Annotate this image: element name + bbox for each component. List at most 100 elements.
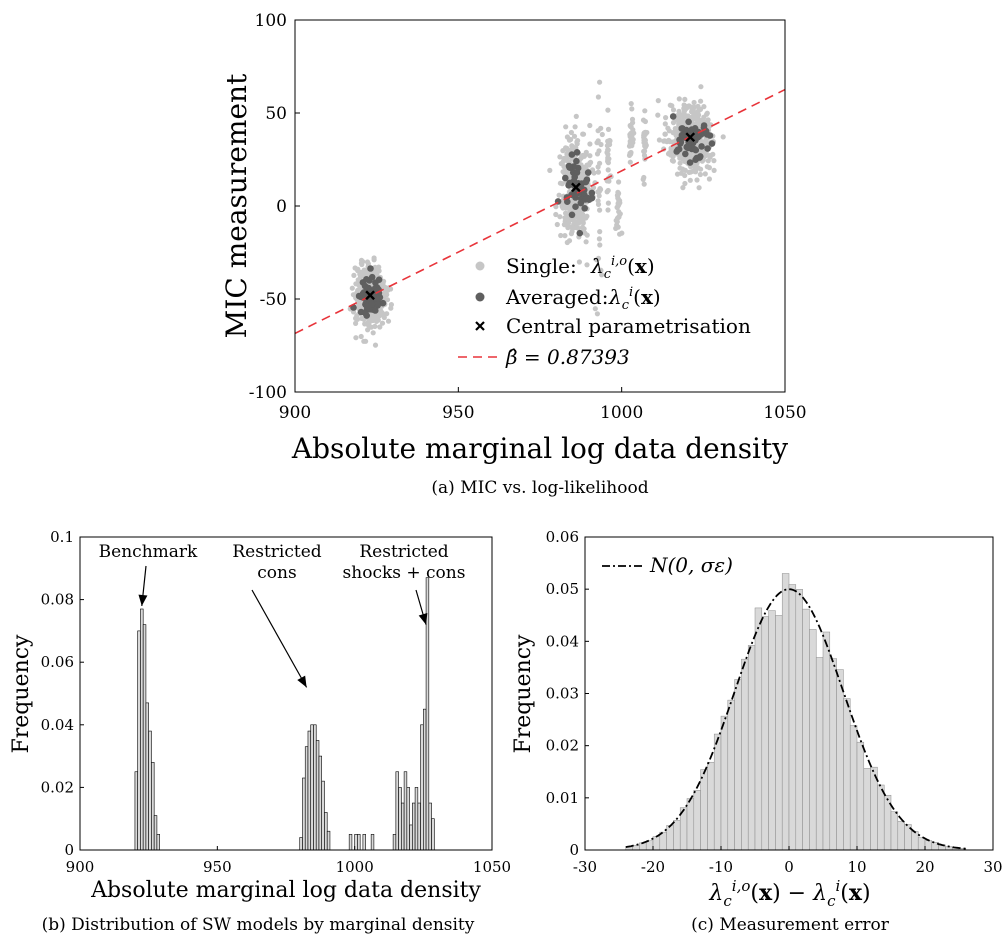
x-tick-label: 950 [442,403,474,423]
single-point [381,314,387,321]
averaged-point [573,157,580,165]
single-point [587,153,593,159]
annotation-text: shocks + cons [343,563,466,583]
single-point [596,193,602,199]
y-tick-label: 50 [265,104,287,124]
histogram-bar [395,771,399,851]
single-point [361,338,367,344]
histogram-bar [406,787,410,851]
y-tick-label: -100 [249,383,287,403]
histogram-bar [431,818,435,851]
single-point [597,207,603,213]
single-point [597,229,603,235]
single-point [584,232,590,238]
histogram-bar [673,820,681,851]
single-point [353,320,359,326]
single-point [607,138,613,144]
single-point [595,94,602,100]
single-point [359,315,365,321]
single-point [689,107,695,113]
single-point [596,148,602,154]
single-point [606,156,612,162]
histogram-bar [734,679,742,851]
single-point [711,167,717,173]
single-point [371,255,377,261]
single-point [371,313,377,319]
single-point [564,146,570,152]
single-point [605,167,611,173]
single-point [690,115,696,121]
histogram-bar [401,802,405,851]
averaged-point [584,169,592,176]
histogram-bar [134,771,138,851]
histogram-bar [754,607,763,851]
caption-c: (c) Measurement error [691,915,890,935]
legend-math-averaged: λci(x) [608,285,661,313]
histogram-bar [428,802,432,851]
single-point [642,108,648,114]
averaged-point [677,138,685,146]
single-point [557,214,563,220]
annotation-arrowhead [138,594,148,606]
single-point [559,204,565,210]
single-point [698,166,704,172]
single-point [676,96,682,102]
histogram-bar [417,802,421,851]
single-point [581,226,587,232]
single-point [573,113,579,119]
histogram-bar [142,624,147,851]
single-point [377,324,383,330]
averaged-point [562,174,569,182]
single-point [615,192,621,198]
single-point [365,327,371,333]
histogram-bar [917,837,926,851]
histogram-bar [897,820,905,851]
single-point [388,286,394,292]
single-point [353,335,359,341]
x-tick-label: 1000 [600,403,643,423]
single-point [655,112,661,118]
histogram-bar [863,768,871,851]
x-tick-label: 900 [279,403,311,423]
histogram-bar [795,589,803,851]
legend: N(0, σε) [602,553,733,577]
histogram-bar [639,842,647,851]
axis-ticks: 900 950 1000 1050 -100 -50 0 50 100 [249,11,807,423]
x-tick-label: -20 [641,858,665,876]
single-point [677,160,683,166]
averaged-point [686,159,694,166]
single-point [682,167,688,173]
x-tick-label: 0 [784,858,794,876]
single-point [368,324,374,330]
histogram-bar [713,733,722,851]
single-point [604,149,610,156]
single-point [578,211,584,217]
single-point [628,101,634,107]
single-point [350,309,357,315]
single-point [571,133,578,139]
y-tick-label: 100 [255,11,287,31]
averaged-point [368,273,376,281]
single-point [576,218,582,224]
histogram-bar [145,702,149,851]
single-point [705,158,711,164]
histogram-bars [134,577,435,851]
legend-marker-central [475,321,485,331]
single-point [655,98,661,104]
histogram-bar [802,608,810,851]
single-point [706,176,713,182]
y-axis-label: Frequency [9,634,34,754]
averaged-point [682,150,689,158]
single-point [605,200,612,206]
single-point [629,116,636,122]
histogram-bar [768,610,776,851]
single-point [388,305,394,311]
single-point [676,120,682,126]
averaged-point [568,151,576,158]
averaged-point [697,153,704,160]
histogram-bar [727,699,735,851]
central-marker [685,132,696,143]
x-tick-label: 20 [915,858,934,876]
histogram-bar [423,708,427,851]
